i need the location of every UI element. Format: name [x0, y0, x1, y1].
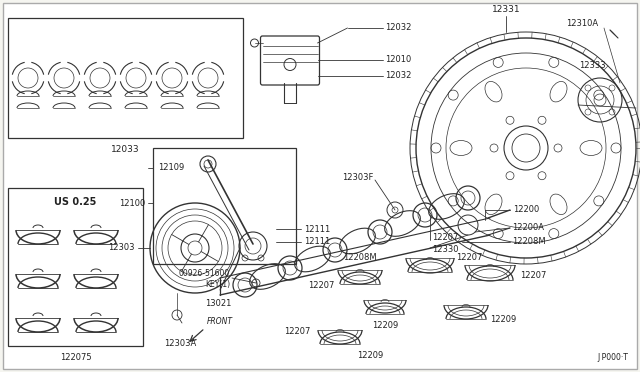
Text: KEY(1): KEY(1)	[205, 279, 230, 289]
Text: 12310A: 12310A	[566, 19, 598, 29]
Text: 12208M: 12208M	[343, 253, 377, 263]
Text: FRONT: FRONT	[207, 317, 233, 326]
Text: 12207: 12207	[308, 282, 334, 291]
Text: 12303: 12303	[109, 244, 135, 253]
Text: 12109: 12109	[158, 164, 184, 173]
Text: 12200A: 12200A	[512, 224, 544, 232]
Bar	[8, 188, 143, 346]
Text: 12333: 12333	[579, 61, 605, 71]
Text: 12208M: 12208M	[512, 237, 546, 247]
Text: 12303A: 12303A	[164, 339, 196, 347]
Bar	[8, 18, 243, 138]
Text: 12032: 12032	[385, 23, 412, 32]
Text: 12209: 12209	[490, 315, 516, 324]
Text: 12330: 12330	[432, 246, 458, 254]
Text: 12207: 12207	[284, 327, 310, 337]
Text: 12033: 12033	[111, 145, 140, 154]
Text: 12010: 12010	[385, 55, 412, 64]
Text: 12331: 12331	[492, 6, 520, 15]
Text: 12207: 12207	[432, 234, 458, 243]
Text: 122075: 122075	[60, 353, 92, 362]
Text: 12207: 12207	[520, 270, 547, 279]
Text: J P000·T: J P000·T	[597, 353, 628, 362]
Text: 12200: 12200	[513, 205, 540, 215]
Text: 12303F: 12303F	[342, 173, 373, 183]
Bar	[153, 148, 296, 264]
Text: 12209: 12209	[372, 321, 398, 330]
Text: 00926-51600: 00926-51600	[179, 269, 230, 279]
Text: 12111: 12111	[304, 237, 330, 247]
Text: 13021: 13021	[205, 298, 232, 308]
Text: 12100: 12100	[119, 199, 145, 208]
Text: 12209: 12209	[357, 352, 383, 360]
Text: 12207: 12207	[456, 253, 483, 263]
Text: US 0.25: US 0.25	[54, 197, 97, 207]
Text: 12111: 12111	[304, 224, 330, 234]
Text: 12032: 12032	[385, 71, 412, 80]
